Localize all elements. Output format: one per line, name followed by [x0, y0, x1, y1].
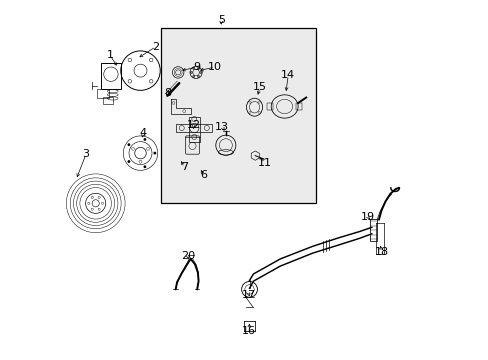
Circle shape [154, 152, 155, 154]
Text: 3: 3 [82, 149, 89, 159]
Circle shape [144, 166, 145, 167]
Text: 6: 6 [200, 170, 207, 180]
Circle shape [192, 67, 194, 69]
Text: 15: 15 [252, 82, 266, 93]
Circle shape [192, 75, 194, 77]
Text: 19: 19 [360, 212, 374, 221]
Text: 2: 2 [152, 42, 159, 51]
Text: 7: 7 [181, 162, 187, 172]
Text: 9: 9 [193, 62, 200, 72]
Text: 11: 11 [258, 158, 272, 168]
Circle shape [144, 139, 145, 140]
Text: 1: 1 [106, 50, 113, 60]
Text: 16: 16 [242, 326, 256, 336]
Text: 12: 12 [186, 120, 200, 130]
Text: 10: 10 [208, 62, 222, 72]
Circle shape [190, 71, 192, 73]
Circle shape [197, 75, 199, 77]
Text: 17: 17 [242, 291, 256, 301]
Bar [161, 28, 316, 203]
Text: 4: 4 [140, 129, 146, 138]
Text: 5: 5 [217, 15, 224, 26]
Text: 14: 14 [281, 70, 295, 80]
Circle shape [197, 67, 199, 69]
Text: 8: 8 [164, 88, 171, 98]
Text: 13: 13 [215, 122, 229, 132]
Text: 20: 20 [181, 251, 195, 261]
Circle shape [128, 144, 129, 145]
Text: 18: 18 [374, 247, 388, 257]
Circle shape [199, 71, 202, 73]
Circle shape [128, 161, 129, 162]
